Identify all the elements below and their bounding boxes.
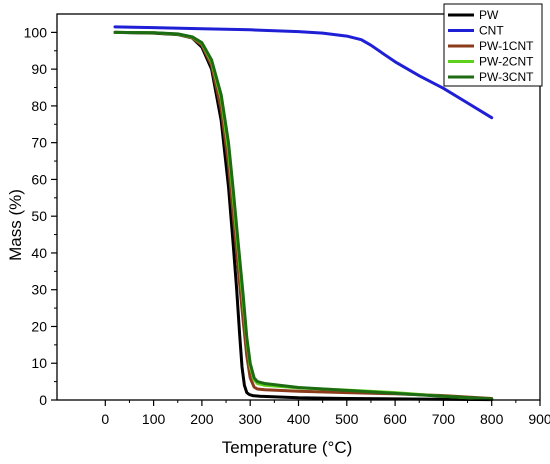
x-tick-label: 0: [101, 411, 109, 427]
series-line-pw-2cnt: [113, 30, 494, 401]
y-tick-label: 20: [31, 318, 47, 334]
x-tick-label: 900: [528, 411, 550, 427]
x-tick-label: 600: [383, 411, 407, 427]
x-tick-label: 300: [239, 411, 263, 427]
legend-label: CNT: [479, 24, 504, 38]
y-tick-label: 0: [39, 392, 47, 408]
x-tick-label: 700: [432, 411, 456, 427]
y-tick-label: 30: [31, 282, 47, 298]
x-tick-label: 100: [142, 411, 166, 427]
plot-area: [113, 25, 494, 402]
y-tick-label: 60: [31, 171, 47, 187]
axes: 0 100 200 300 400 500 600 700 800 900 0 10 20 30 40 50 6…: [24, 13, 550, 427]
y-tick-label: 70: [31, 135, 47, 151]
y-tick-label: 80: [31, 98, 47, 114]
y-tick-label: 100: [24, 24, 48, 40]
x-tick-label: 800: [480, 411, 504, 427]
series-line-cnt: [113, 25, 494, 120]
legend-label: PW-2CNT: [479, 55, 534, 69]
series-line-pw-3cnt: [113, 30, 494, 401]
series-line-pw-1cnt: [113, 30, 494, 400]
x-tick-label: 200: [190, 411, 214, 427]
x-axis-title: Temperature (°C): [222, 438, 353, 457]
legend-label: PW: [479, 8, 499, 22]
y-tick-label: 10: [31, 355, 47, 371]
y-tick-label: 90: [31, 61, 47, 77]
y-axis-title: Mass (%): [6, 189, 25, 261]
legend-label: PW-1CNT: [479, 39, 534, 53]
y-tick-label: 40: [31, 245, 47, 261]
legend-label: PW-3CNT: [479, 70, 534, 84]
x-tick-label: 500: [335, 411, 359, 427]
x-tick-label: 400: [287, 411, 311, 427]
y-tick-label: 50: [31, 208, 47, 224]
series-line-pw: [113, 30, 494, 402]
